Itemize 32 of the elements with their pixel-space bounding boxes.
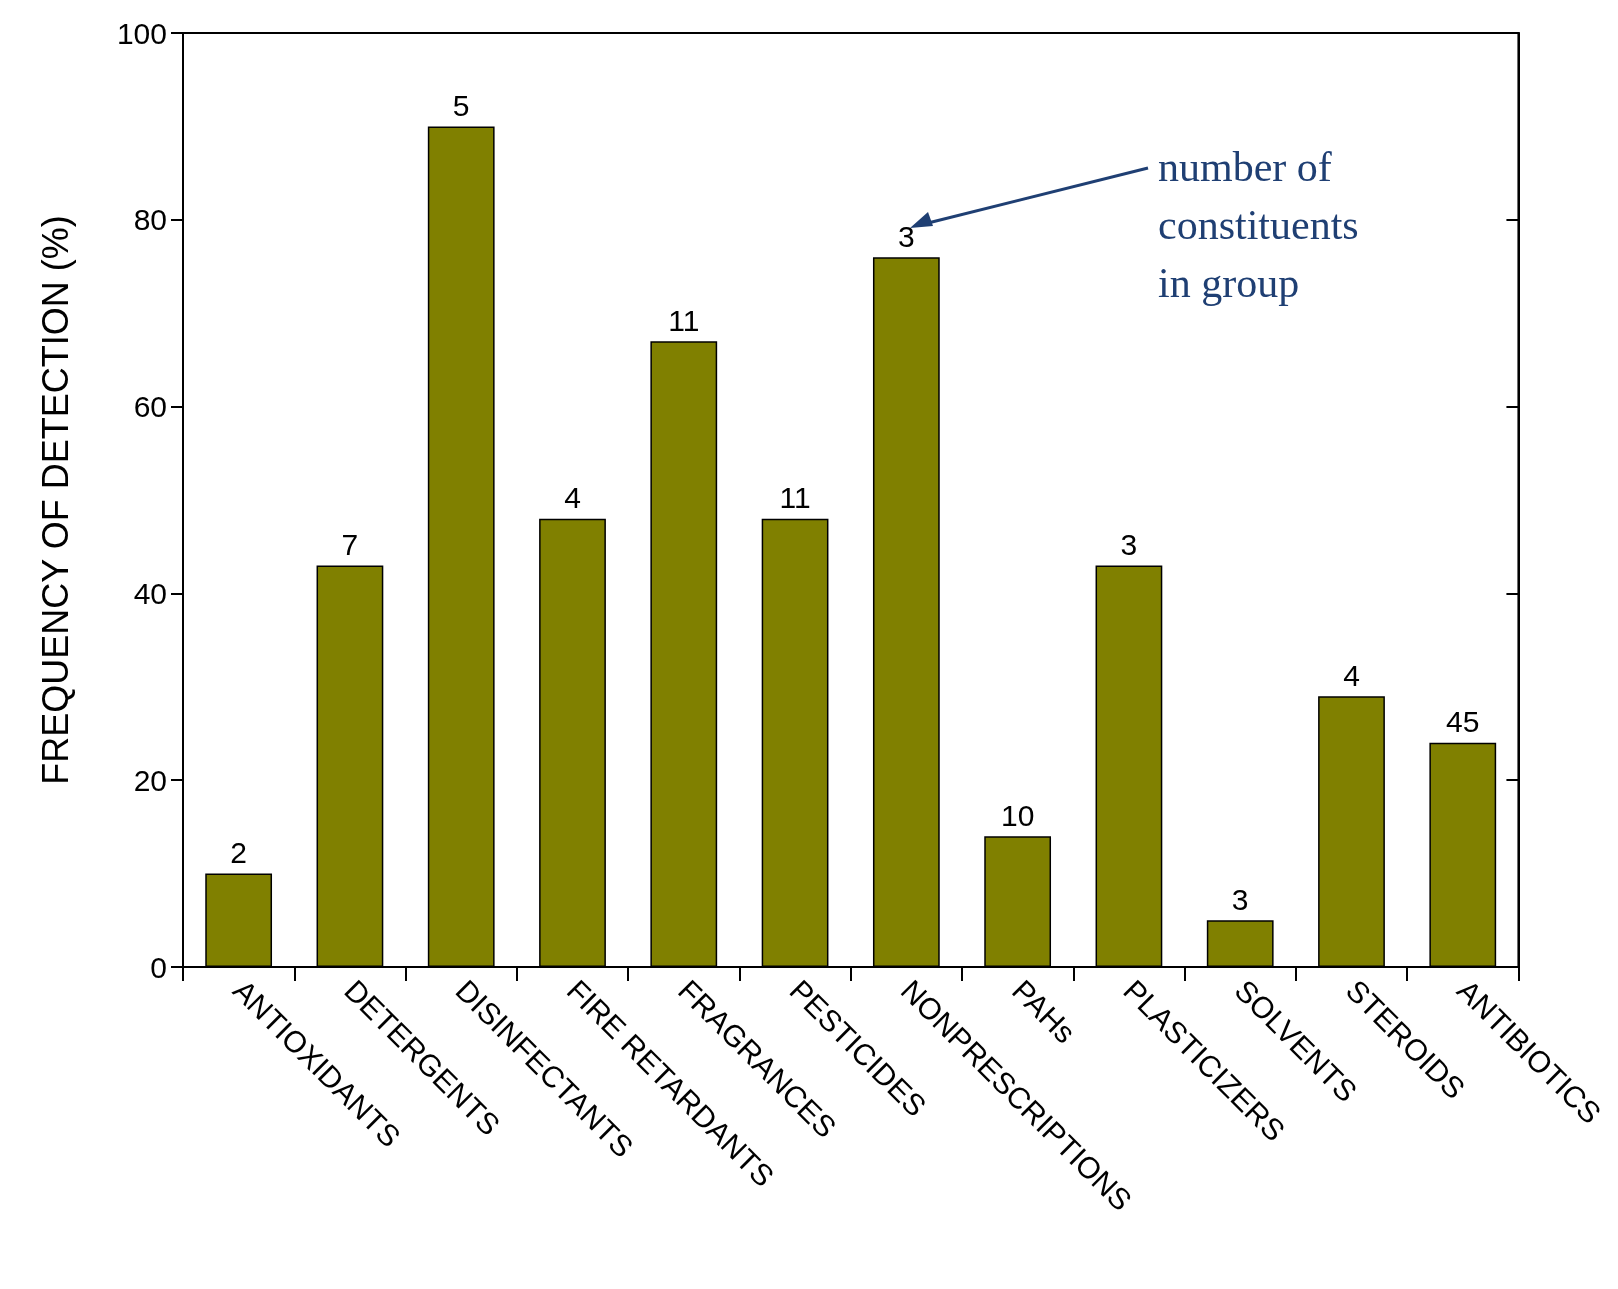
bar xyxy=(205,873,273,967)
annotation: 3 xyxy=(898,219,915,253)
y-axis-title: FREQUENCY OF DETECTION (%) xyxy=(34,215,76,785)
bar xyxy=(761,518,829,967)
y-tick-label: 100 xyxy=(116,16,167,50)
bar xyxy=(984,836,1052,967)
annotation: 11 xyxy=(668,303,700,337)
bar xyxy=(1206,920,1274,967)
annotation: 7 xyxy=(341,527,359,561)
bar xyxy=(316,565,384,967)
bar xyxy=(872,257,940,967)
annotation: 4 xyxy=(564,481,581,515)
y-tick-label: 80 xyxy=(133,203,167,237)
bar xyxy=(1095,565,1163,967)
annotation: 4 xyxy=(1343,658,1360,692)
y-tick-label: 60 xyxy=(133,390,167,424)
annotation: 3 xyxy=(1231,882,1249,916)
bar xyxy=(539,518,606,967)
y-tick-label: 40 xyxy=(133,576,167,610)
annotation: 5 xyxy=(452,88,470,122)
y-tick-label: 0 xyxy=(150,950,167,984)
bar xyxy=(1429,742,1497,967)
bar xyxy=(1318,696,1385,967)
annotation: 3 xyxy=(1120,527,1138,561)
y-tick-label: 20 xyxy=(133,763,167,797)
bar xyxy=(427,126,495,967)
annotation: 45 xyxy=(1446,705,1480,739)
bar xyxy=(650,341,718,967)
annotation: 2 xyxy=(230,836,247,870)
annotation: 11 xyxy=(779,481,811,515)
annotation: 10 xyxy=(1000,798,1035,832)
annotation: number of constituents in group xyxy=(1158,143,1359,308)
